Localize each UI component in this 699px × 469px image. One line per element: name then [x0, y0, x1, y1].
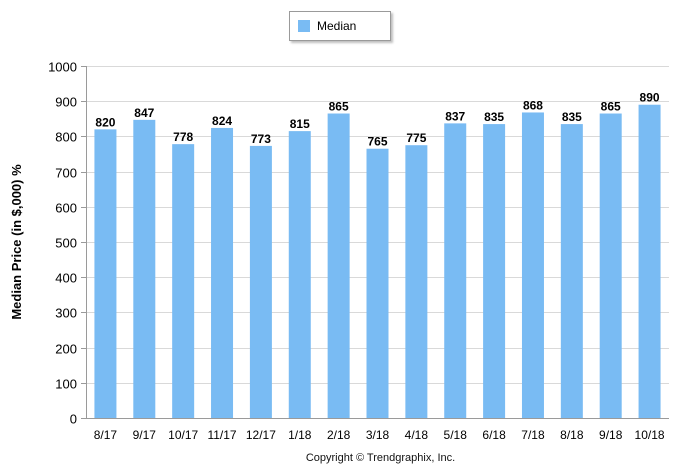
x-tick-label: 12/17 [246, 428, 276, 442]
bar [288, 131, 311, 418]
data-label: 824 [212, 114, 232, 128]
data-label: 847 [134, 106, 154, 120]
x-tick-label: 9/17 [133, 428, 157, 442]
x-tick-label: 4/18 [405, 428, 429, 442]
x-tick-label: 8/17 [94, 428, 118, 442]
bar [172, 144, 195, 419]
y-axis-label: Median Price (in $,000) % [9, 164, 24, 320]
copyright-credit: Copyright © Trendgraphix, Inc. [305, 452, 456, 464]
legend: Median [289, 11, 391, 41]
y-tick-label: 200 [55, 342, 77, 357]
data-label: 837 [445, 109, 465, 123]
y-tick-label: 900 [55, 95, 77, 110]
bar [521, 112, 544, 419]
x-tick-label: 10/18 [635, 428, 665, 442]
bar [560, 124, 583, 418]
bar [327, 113, 350, 419]
y-tick-label: 400 [55, 271, 77, 286]
data-label: 778 [173, 130, 193, 144]
data-label: 815 [290, 117, 310, 131]
y-tick-label: 600 [55, 201, 77, 216]
y-tick-label: 800 [55, 130, 77, 145]
data-label: 865 [329, 100, 349, 114]
data-label: 775 [406, 131, 426, 145]
data-label: 773 [251, 132, 271, 146]
x-tick-label: 1/18 [288, 428, 312, 442]
bar [249, 145, 272, 419]
bar [405, 145, 428, 418]
x-axis-ticks: 8/17 9/17 10/17 11/17 12/17 1/18 2/18 3/18 4/18 5… [94, 428, 665, 442]
bar [94, 129, 117, 419]
y-tick-label: 100 [55, 377, 77, 392]
x-tick-label: 9/18 [599, 428, 623, 442]
bars [94, 104, 661, 419]
x-tick-label: 11/17 [207, 428, 236, 442]
y-tick-label: 700 [55, 166, 77, 181]
data-label: 835 [562, 110, 582, 124]
legend-swatch [298, 20, 310, 32]
data-label: 765 [367, 135, 387, 149]
x-tick-label: 2/18 [327, 428, 351, 442]
y-tick-label: 300 [55, 306, 77, 321]
x-tick-label: 3/18 [366, 428, 390, 442]
x-tick-label: 5/18 [444, 428, 468, 442]
x-tick-label: 8/18 [560, 428, 584, 442]
data-labels: 820 847 778 824 773 815 865 765 775 837 835 868 835 8… [95, 91, 659, 149]
bar [599, 113, 622, 419]
bar [133, 119, 156, 418]
data-label: 868 [523, 98, 543, 112]
data-label: 890 [640, 91, 660, 105]
bar [444, 123, 467, 418]
x-tick-label: 7/18 [521, 428, 545, 442]
y-tick-label: 0 [70, 412, 77, 427]
legend-label: Median [317, 19, 357, 33]
bar [638, 104, 661, 418]
x-tick-label: 6/18 [482, 428, 506, 442]
data-label: 835 [484, 110, 504, 124]
y-axis-ticks: 0 100 200 300 400 500 600 700 800 900 1000 [48, 60, 87, 427]
bar [483, 124, 506, 418]
data-label: 820 [95, 115, 115, 129]
data-label: 865 [601, 100, 621, 114]
y-tick-label: 1000 [48, 60, 77, 75]
bar [211, 127, 234, 419]
x-tick-label: 10/17 [168, 428, 198, 442]
y-tick-label: 500 [55, 236, 77, 251]
bar [366, 148, 389, 418]
